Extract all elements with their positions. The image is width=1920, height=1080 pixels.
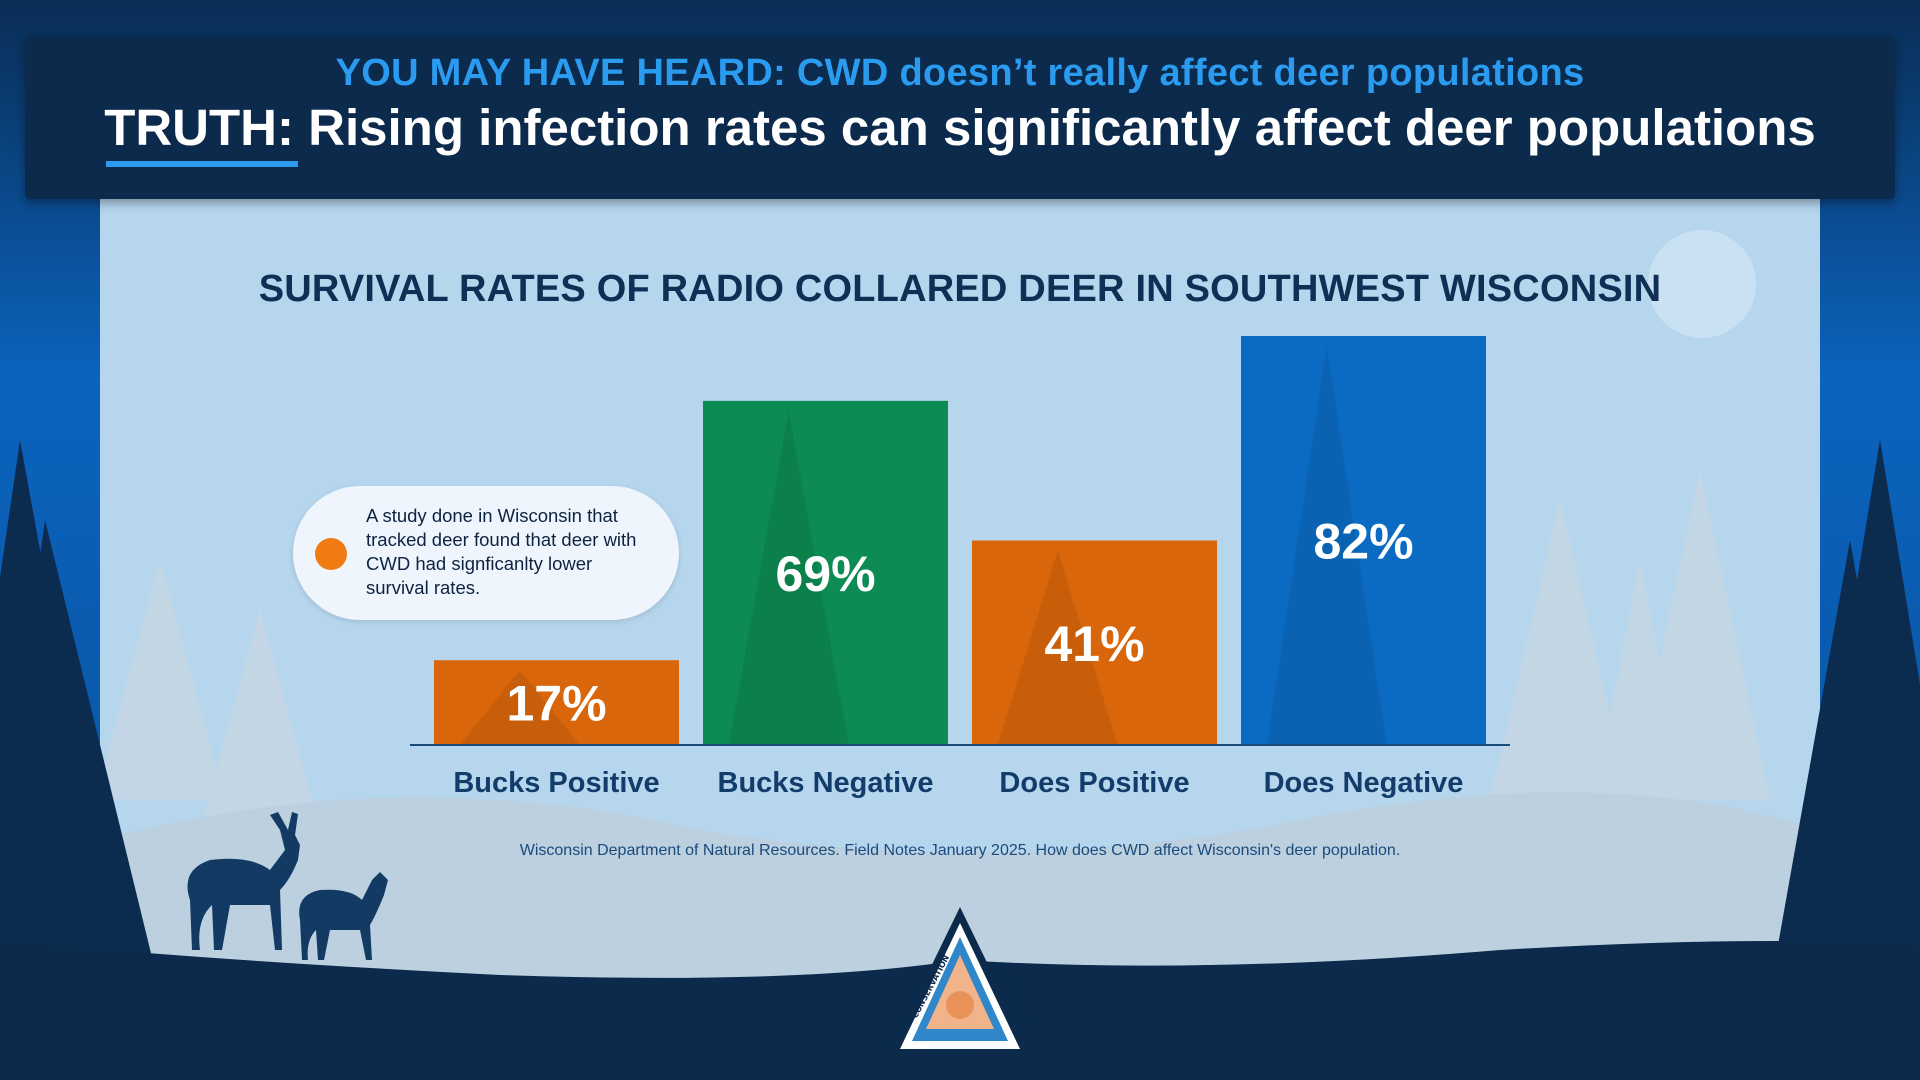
myth-heading: YOU MAY HAVE HEARD: CWD doesn’t really a…: [335, 52, 1585, 94]
bar-texture: [997, 550, 1118, 745]
bar-value-label: 41%: [1044, 616, 1144, 672]
source-citation: Wisconsin Department of Natural Resource…: [519, 842, 1401, 859]
bar-does-positive: [972, 540, 1217, 745]
bar-does-negative: [1241, 336, 1486, 745]
bar-texture: [459, 670, 580, 745]
truth-heading: TRUTH: Rising infection rates can signif…: [0, 98, 1920, 167]
category-label: Bucks Negative: [718, 767, 934, 799]
missouri-conservation-logo-icon: CONSERVATION DEPARTMENT MISSOURI: [886, 907, 1034, 1059]
logo-text-bottom: MISSOURI: [938, 1049, 983, 1058]
truth-text: Rising infection rates can significantly…: [293, 99, 1816, 156]
bar-texture: [1266, 346, 1387, 745]
category-label: Does Positive: [999, 767, 1189, 799]
header-banner: [25, 36, 1895, 199]
truth-label: TRUTH:: [104, 99, 298, 167]
bullet-dot-icon: [315, 538, 347, 570]
bar-value-label: 17%: [506, 676, 606, 732]
bar-value-label: 69%: [775, 546, 875, 602]
bar-bucks-positive: [434, 660, 679, 745]
deer-silhouette-icon: [187, 812, 388, 960]
callout-text: A study done in Wisconsin that tracked d…: [366, 505, 637, 598]
bar-value-label: 82%: [1313, 514, 1413, 570]
callout-bubble: A study done in Wisconsin that tracked d…: [293, 486, 679, 620]
bar-bucks-negative: [703, 400, 948, 745]
chart-title: SURVIVAL RATES OF RADIO COLLARED DEER IN…: [258, 268, 1662, 310]
category-label: Does Negative: [1264, 767, 1464, 799]
bar-texture: [728, 410, 849, 745]
category-label: Bucks Positive: [453, 767, 659, 799]
